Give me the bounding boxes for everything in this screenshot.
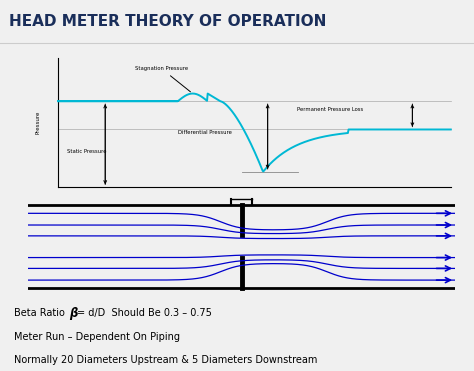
Text: Beta Ratio: Beta Ratio bbox=[14, 308, 68, 318]
Text: Differential Pressure: Differential Pressure bbox=[178, 130, 232, 135]
Text: Normally 20 Diameters Upstream & 5 Diameters Downstream: Normally 20 Diameters Upstream & 5 Diame… bbox=[14, 355, 318, 365]
Text: Stagnation Pressure: Stagnation Pressure bbox=[135, 66, 191, 92]
Text: Static Pressure: Static Pressure bbox=[67, 150, 106, 154]
Text: β: β bbox=[69, 306, 77, 320]
Text: Meter Run – Dependent On Piping: Meter Run – Dependent On Piping bbox=[14, 332, 180, 342]
Text: HEAD METER THEORY OF OPERATION: HEAD METER THEORY OF OPERATION bbox=[9, 14, 327, 29]
Text: Pressure: Pressure bbox=[36, 111, 40, 134]
Text: = d/D  Should Be 0.3 – 0.75: = d/D Should Be 0.3 – 0.75 bbox=[77, 308, 212, 318]
Text: Permanent Pressure Loss: Permanent Pressure Loss bbox=[297, 107, 364, 112]
